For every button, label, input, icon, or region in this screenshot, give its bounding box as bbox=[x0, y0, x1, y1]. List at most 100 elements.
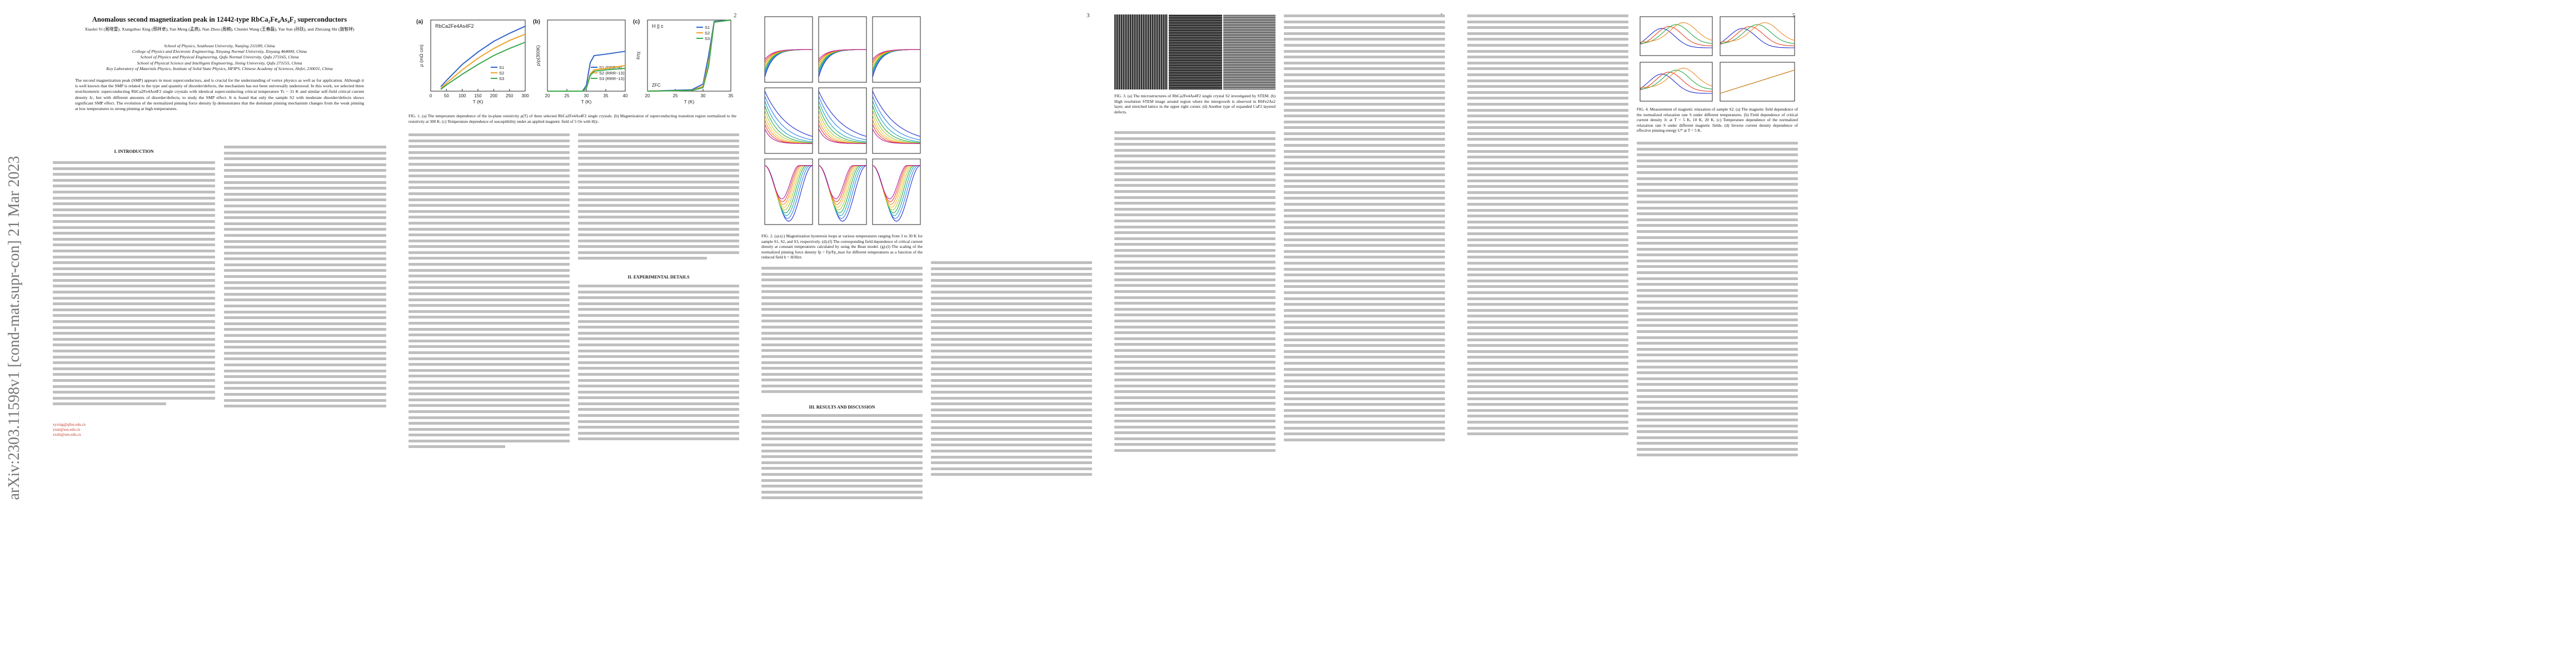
fig2-curve bbox=[872, 109, 921, 144]
arxiv-identifier[interactable]: arXiv:2303.11598v1 [cond-mat.supr-con] 2… bbox=[6, 156, 23, 500]
fig2-frame bbox=[872, 87, 921, 154]
fig2-panel bbox=[818, 16, 867, 83]
abstract: The second magnetization peak (SMP) appe… bbox=[75, 78, 364, 112]
affiliations: School of Physics, Southeast University,… bbox=[69, 43, 370, 72]
x-tick-label: 20 bbox=[645, 93, 650, 98]
fig4-frame bbox=[1720, 16, 1795, 56]
x-tick-label: 0 bbox=[430, 93, 432, 98]
x-tick-label: 100 bbox=[459, 93, 466, 98]
fig2-curve bbox=[818, 91, 867, 137]
stem-images bbox=[1114, 14, 1275, 89]
panel-label: (a) bbox=[416, 19, 423, 25]
legend-entry: S2 bbox=[499, 71, 504, 76]
fig2-curve bbox=[764, 49, 813, 60]
fig2-curve bbox=[872, 49, 920, 64]
affiliation-5: Key Laboratory of Materials Physics, Ins… bbox=[106, 66, 333, 71]
page-2: 2 0 50 100 150 200 250 300 T (K) ρ (mΩ cm) (a) RbC… bbox=[400, 0, 745, 667]
affiliation-3: School of Physics and Physical Engineeri… bbox=[140, 54, 299, 60]
page-4: 4 FIG. 3. (a) The microstructures of RbC… bbox=[1106, 0, 1451, 667]
legend-entry: S3 (RRR~13) bbox=[599, 76, 625, 81]
fig2-curve bbox=[818, 96, 867, 141]
stem-image-a bbox=[1114, 14, 1168, 89]
affiliation-1: School of Physics, Southeast University,… bbox=[164, 43, 275, 48]
fig2-curve bbox=[764, 165, 813, 200]
fig2-curve bbox=[818, 165, 866, 216]
fig2-curve bbox=[764, 165, 813, 222]
page-number: 3 bbox=[1087, 12, 1090, 19]
col-left: I. INTRODUCTION bbox=[53, 146, 215, 158]
figure-2-caption: FIG. 2. (a)-(c) Magnetization hysteresis… bbox=[761, 233, 923, 260]
series-line bbox=[440, 42, 526, 90]
x-tick-label: 200 bbox=[490, 93, 498, 98]
plot-frame bbox=[647, 19, 731, 92]
footnote-email-1[interactable]: xyxing@qfnu.edu.cn bbox=[53, 422, 86, 427]
series-line bbox=[647, 19, 731, 92]
fig2-panel bbox=[818, 158, 867, 225]
stem-image-b bbox=[1169, 14, 1222, 89]
series-line bbox=[440, 33, 526, 89]
chart-panel-1b: 20 25 30 35 40T (K)ρ/ρ(300K)(b)S1 (RRR~8)S2 … bbox=[533, 19, 628, 104]
page-number: 2 bbox=[734, 12, 737, 19]
x-tick-label: 20 bbox=[545, 93, 550, 98]
col-right-text bbox=[224, 146, 386, 411]
fig2-frame bbox=[872, 158, 921, 225]
x-axis-label: T (K) bbox=[473, 99, 484, 104]
footnote-email-2[interactable]: ysun@seu.edu.cn bbox=[53, 427, 81, 432]
fig4-curve bbox=[1640, 26, 1713, 46]
fig4-curve bbox=[1640, 73, 1712, 94]
fig2-curve bbox=[764, 115, 813, 144]
x-tick-label: 35 bbox=[729, 93, 734, 98]
fig2-curve bbox=[764, 96, 813, 141]
section-experimental: II. EXPERIMENTAL DETAILS bbox=[627, 275, 690, 280]
x-tick-label: 30 bbox=[701, 93, 706, 98]
footnote-email-3[interactable]: zxshi@seu.edu.cn bbox=[53, 432, 81, 437]
legend-entry: S1 bbox=[705, 25, 710, 30]
fig4-panel bbox=[1640, 16, 1713, 56]
col-left-text bbox=[408, 133, 570, 451]
page-3: 3 FIG. 2. (a)-(c) Magnetization hysteres… bbox=[753, 0, 1098, 667]
figure-2 bbox=[764, 16, 921, 225]
fig2-curve bbox=[872, 165, 920, 200]
fig2-curve bbox=[818, 165, 866, 200]
fig2-curve bbox=[872, 91, 921, 137]
fig2-frame bbox=[818, 158, 867, 225]
col-right-text-top bbox=[578, 133, 739, 263]
fig2-curve bbox=[818, 165, 867, 222]
fig2-panel bbox=[764, 158, 813, 225]
fig4-curve bbox=[1640, 22, 1713, 42]
fig4-curve bbox=[1640, 67, 1713, 88]
fig4-curve bbox=[1640, 71, 1713, 92]
fig2-curve bbox=[764, 49, 813, 64]
legend-entry: S1 bbox=[499, 65, 504, 70]
plot-frame bbox=[430, 19, 526, 92]
figure-4-caption: FIG. 4. Measurement of magnetic relaxati… bbox=[1637, 107, 1798, 133]
section-results-wrap: III. RESULTS AND DISCUSSION bbox=[761, 401, 923, 414]
fig2-panel bbox=[764, 87, 813, 154]
fig2-curve bbox=[872, 165, 921, 222]
x-tick-label: 300 bbox=[521, 93, 529, 98]
fig2-frame bbox=[764, 158, 813, 225]
figure-4 bbox=[1640, 16, 1795, 102]
fig2-curve bbox=[872, 105, 921, 143]
chart-annotation: H || c bbox=[652, 23, 664, 29]
figure-3-caption: FIG. 3. (a) The microstructures of RbCa2… bbox=[1114, 93, 1275, 115]
fig2-frame bbox=[818, 87, 867, 154]
figure-1-caption: FIG. 1. (a) The temperature dependence o… bbox=[408, 113, 736, 124]
section-results: III. RESULTS AND DISCUSSION bbox=[809, 405, 875, 410]
section-exp-wrap: II. EXPERIMENTAL DETAILS bbox=[578, 271, 739, 284]
legend-entry: S3 bbox=[705, 36, 710, 41]
fig2-curve bbox=[764, 165, 813, 216]
fig4-curve bbox=[1640, 69, 1713, 89]
fig4-panel bbox=[1720, 16, 1795, 56]
series-line bbox=[647, 19, 731, 92]
fig4-curve bbox=[1720, 69, 1795, 94]
col-right-text bbox=[1637, 142, 1798, 460]
y-axis-label: ρ (mΩ cm) bbox=[418, 44, 424, 67]
fig2-curve bbox=[818, 115, 867, 144]
fig4-frame bbox=[1720, 62, 1795, 102]
x-tick-label: 250 bbox=[506, 93, 514, 98]
fig2-curve bbox=[764, 100, 813, 142]
page-number: 5 bbox=[1792, 12, 1796, 19]
stem-image-c bbox=[1223, 14, 1275, 89]
